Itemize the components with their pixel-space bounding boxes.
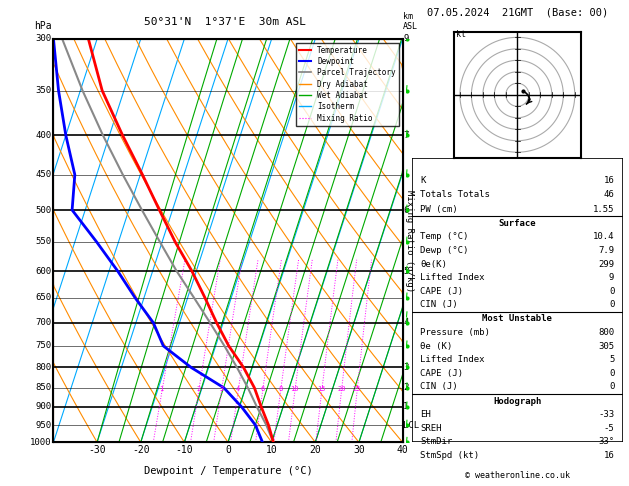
- Text: 750: 750: [36, 341, 52, 350]
- Text: 550: 550: [36, 238, 52, 246]
- Text: 1000: 1000: [30, 438, 52, 447]
- Text: 15: 15: [318, 386, 326, 392]
- Text: SREH: SREH: [420, 424, 442, 433]
- Text: 8: 8: [278, 386, 282, 392]
- Text: 5: 5: [403, 267, 409, 276]
- Text: -20: -20: [132, 446, 150, 455]
- Text: 400: 400: [36, 131, 52, 140]
- Text: -30: -30: [88, 446, 106, 455]
- Text: Hodograph: Hodograph: [493, 397, 542, 405]
- Text: 9: 9: [609, 273, 615, 282]
- Text: 300: 300: [36, 35, 52, 43]
- Text: PW (cm): PW (cm): [420, 205, 458, 214]
- Text: Dewp (°C): Dewp (°C): [420, 246, 469, 255]
- Text: 4: 4: [403, 318, 409, 327]
- Text: 800: 800: [598, 328, 615, 337]
- Text: Pressure (mb): Pressure (mb): [420, 328, 490, 337]
- Text: 46: 46: [604, 191, 615, 199]
- Text: 07.05.2024  21GMT  (Base: 00): 07.05.2024 21GMT (Base: 00): [426, 7, 608, 17]
- Text: 1: 1: [403, 402, 409, 412]
- Text: 299: 299: [598, 260, 615, 269]
- Text: 0: 0: [609, 287, 615, 295]
- Text: θe (K): θe (K): [420, 342, 453, 350]
- Text: © weatheronline.co.uk: © weatheronline.co.uk: [465, 471, 570, 480]
- Text: 6: 6: [403, 206, 409, 214]
- Text: 850: 850: [36, 383, 52, 392]
- Text: Most Unstable: Most Unstable: [482, 314, 552, 324]
- Text: 33°: 33°: [598, 437, 615, 446]
- Text: 5: 5: [609, 355, 615, 364]
- Text: 16: 16: [604, 176, 615, 185]
- Text: km
ASL: km ASL: [403, 12, 418, 31]
- Text: StmSpd (kt): StmSpd (kt): [420, 451, 479, 460]
- Text: CAPE (J): CAPE (J): [420, 369, 464, 378]
- Text: K: K: [420, 176, 426, 185]
- Text: 450: 450: [36, 170, 52, 179]
- Text: 0: 0: [609, 300, 615, 309]
- Text: 600: 600: [36, 267, 52, 276]
- Text: kt: kt: [457, 30, 467, 39]
- Text: CIN (J): CIN (J): [420, 382, 458, 391]
- Text: 25: 25: [353, 386, 361, 392]
- Y-axis label: Mixing Ratio (g/kg): Mixing Ratio (g/kg): [404, 190, 414, 292]
- Text: 950: 950: [36, 420, 52, 430]
- Text: 10: 10: [291, 386, 299, 392]
- Text: hPa: hPa: [34, 21, 52, 31]
- Text: 650: 650: [36, 294, 52, 302]
- Text: θe(K): θe(K): [420, 260, 447, 269]
- Text: 3: 3: [403, 363, 409, 372]
- Text: -5: -5: [604, 424, 615, 433]
- Text: 20: 20: [337, 386, 345, 392]
- Text: EH: EH: [420, 410, 431, 419]
- Legend: Temperature, Dewpoint, Parcel Trajectory, Dry Adiabat, Wet Adiabat, Isotherm, Mi: Temperature, Dewpoint, Parcel Trajectory…: [296, 43, 399, 125]
- Text: 800: 800: [36, 363, 52, 372]
- Text: 30: 30: [353, 446, 365, 455]
- Text: 0: 0: [225, 446, 231, 455]
- Text: 2: 2: [403, 383, 409, 392]
- Text: 40: 40: [397, 446, 408, 455]
- Text: Dewpoint / Temperature (°C): Dewpoint / Temperature (°C): [143, 467, 313, 476]
- Text: 900: 900: [36, 402, 52, 412]
- Text: CAPE (J): CAPE (J): [420, 287, 464, 295]
- Text: 50°31'N  1°37'E  30m ASL: 50°31'N 1°37'E 30m ASL: [144, 17, 306, 27]
- Text: -33: -33: [598, 410, 615, 419]
- Text: Lifted Index: Lifted Index: [420, 273, 485, 282]
- Text: 6: 6: [260, 386, 265, 392]
- Text: Surface: Surface: [499, 219, 536, 228]
- Text: 350: 350: [36, 86, 52, 95]
- Text: 3: 3: [219, 386, 223, 392]
- Text: 1.55: 1.55: [593, 205, 615, 214]
- Text: 700: 700: [36, 318, 52, 327]
- Text: 7: 7: [403, 131, 409, 140]
- Text: 2: 2: [196, 386, 201, 392]
- Text: 7.9: 7.9: [598, 246, 615, 255]
- Text: -10: -10: [175, 446, 193, 455]
- Text: Totals Totals: Totals Totals: [420, 191, 490, 199]
- Text: 305: 305: [598, 342, 615, 350]
- Text: 9: 9: [403, 35, 409, 43]
- Text: StmDir: StmDir: [420, 437, 453, 446]
- Text: CIN (J): CIN (J): [420, 300, 458, 309]
- Text: 10.4: 10.4: [593, 232, 615, 242]
- Text: 1: 1: [160, 386, 164, 392]
- Text: 500: 500: [36, 206, 52, 214]
- Text: 16: 16: [604, 451, 615, 460]
- Text: 0: 0: [609, 382, 615, 391]
- Text: 10: 10: [266, 446, 277, 455]
- Text: Temp (°C): Temp (°C): [420, 232, 469, 242]
- Text: LCL: LCL: [403, 420, 420, 430]
- Text: 4: 4: [236, 386, 240, 392]
- Text: 20: 20: [309, 446, 321, 455]
- Text: 0: 0: [609, 369, 615, 378]
- Text: Lifted Index: Lifted Index: [420, 355, 485, 364]
